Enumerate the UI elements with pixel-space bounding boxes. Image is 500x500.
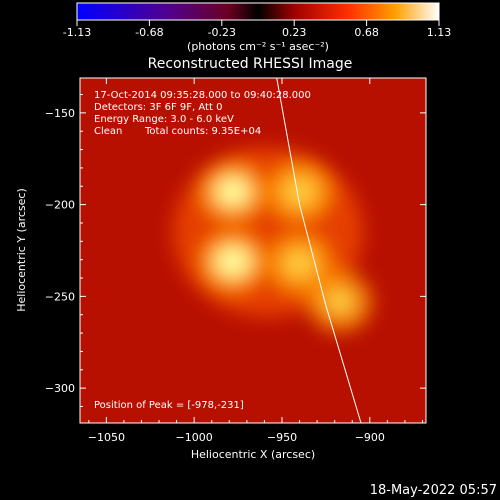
source-core: [324, 288, 356, 316]
colorbar-tick-label: 0.68: [354, 26, 379, 39]
annotation-energy: Energy Range: 3.0 - 6.0 keV: [94, 114, 234, 125]
colorbar-tick-label: -1.13: [63, 26, 91, 39]
annotation-clean: Clean: [94, 126, 122, 137]
annotation-peak-position: Position of Peak = [-978,-231]: [94, 400, 244, 411]
y-tick-label: −200: [45, 199, 75, 212]
x-axis-label: Heliocentric X (arcsec): [191, 448, 315, 461]
x-tick-label: −1000: [176, 431, 213, 444]
source-core: [283, 249, 317, 278]
heatmap-image: [80, 78, 426, 423]
y-tick-label: −300: [45, 382, 75, 395]
chart-title: Reconstructed RHESSI Image: [148, 56, 353, 72]
plot-frame: [79, 77, 427, 424]
x-axis-ticks: −1050 −1000 −950 −900: [88, 78, 423, 444]
colorbar-ticks: -1.13 -0.68 -0.23 0.23 0.68 1.13: [63, 20, 451, 39]
y-axis-label: Heliocentric Y (arcsec): [15, 188, 28, 312]
y-tick-label: −150: [45, 107, 75, 120]
y-tick-label: −250: [45, 290, 75, 303]
x-tick-label: −900: [355, 431, 385, 444]
annotation-total-counts: Total counts: 9.35E+04: [144, 126, 261, 137]
colorbar: [76, 2, 440, 21]
colorbar-tick-label: -0.23: [208, 26, 236, 39]
colorbar-tick-label: -0.68: [135, 26, 163, 39]
source-core: [282, 177, 317, 207]
annotation-detectors: Detectors: 3F 6F 9F, Att 0: [94, 102, 222, 113]
colorbar-tick-label: 0.23: [282, 26, 307, 39]
y-axis-ticks: −150 −200 −250 −300: [45, 94, 426, 407]
annotation-time: 17-Oct-2014 09:35:28.000 to 09:40:28.000: [94, 90, 311, 101]
colorbar-tick-label: 1.13: [427, 26, 452, 39]
source-core: [214, 245, 252, 278]
date-stamp: 18-May-2022 05:57: [370, 483, 497, 498]
source-core: [215, 176, 251, 207]
x-tick-label: −950: [267, 431, 297, 444]
colorbar-unit-label: (photons cm⁻² s⁻¹ asec⁻²): [187, 40, 329, 53]
x-tick-label: −1050: [88, 431, 125, 444]
solar-limb-line: [276, 78, 362, 423]
